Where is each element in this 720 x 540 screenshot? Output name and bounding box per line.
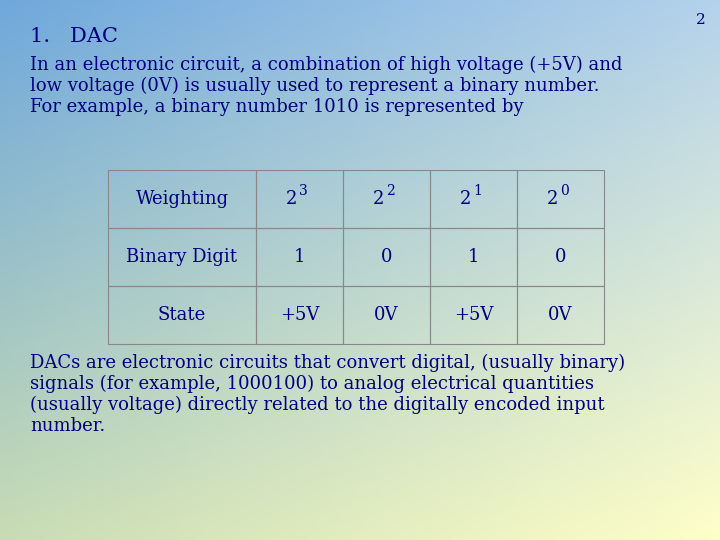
- Bar: [343, 228, 430, 286]
- Text: 0: 0: [381, 248, 392, 266]
- Bar: [256, 228, 343, 286]
- Text: 0: 0: [554, 248, 566, 266]
- Bar: [517, 228, 604, 286]
- Bar: [343, 286, 430, 344]
- Bar: [430, 228, 517, 286]
- Bar: [517, 170, 604, 228]
- Bar: [108, 170, 256, 228]
- Bar: [256, 286, 343, 344]
- Text: Binary Digit: Binary Digit: [127, 248, 238, 266]
- Text: DACs are electronic circuits that convert digital, (usually binary): DACs are electronic circuits that conver…: [30, 354, 625, 372]
- Bar: [108, 286, 256, 344]
- Bar: [517, 286, 604, 344]
- Bar: [430, 170, 517, 228]
- Text: (usually voltage) directly related to the digitally encoded input: (usually voltage) directly related to th…: [30, 396, 605, 414]
- Text: number.: number.: [30, 417, 105, 435]
- Text: Weighting: Weighting: [135, 190, 228, 208]
- Text: 3: 3: [300, 184, 308, 198]
- Text: 0V: 0V: [374, 306, 399, 324]
- Text: signals (for example, 1000100) to analog electrical quantities: signals (for example, 1000100) to analog…: [30, 375, 594, 393]
- Text: 2: 2: [286, 190, 297, 208]
- Text: In an electronic circuit, a combination of high voltage (+5V) and: In an electronic circuit, a combination …: [30, 56, 623, 74]
- Text: State: State: [158, 306, 206, 324]
- Text: +5V: +5V: [280, 306, 319, 324]
- Text: 1: 1: [474, 184, 482, 198]
- Text: 0: 0: [560, 184, 570, 198]
- Bar: [430, 286, 517, 344]
- Text: +5V: +5V: [454, 306, 493, 324]
- Text: 1.   DAC: 1. DAC: [30, 27, 118, 46]
- Text: 1: 1: [468, 248, 480, 266]
- Text: For example, a binary number 1010 is represented by: For example, a binary number 1010 is rep…: [30, 98, 523, 116]
- Text: 2: 2: [460, 190, 472, 208]
- Text: 2: 2: [547, 190, 559, 208]
- Text: 2: 2: [387, 184, 395, 198]
- Text: 0V: 0V: [548, 306, 572, 324]
- Text: 2: 2: [696, 13, 706, 27]
- Bar: [108, 228, 256, 286]
- Text: 1: 1: [294, 248, 305, 266]
- Text: 2: 2: [373, 190, 384, 208]
- Text: low voltage (0V) is usually used to represent a binary number.: low voltage (0V) is usually used to repr…: [30, 77, 600, 95]
- Bar: [256, 170, 343, 228]
- Bar: [343, 170, 430, 228]
